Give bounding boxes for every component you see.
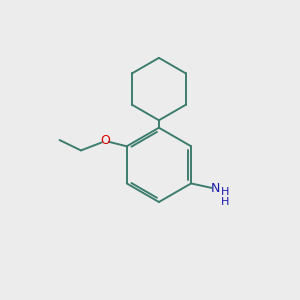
Text: N: N: [211, 182, 220, 195]
Text: H: H: [221, 197, 229, 208]
Text: O: O: [100, 134, 110, 147]
Text: H: H: [221, 188, 229, 197]
